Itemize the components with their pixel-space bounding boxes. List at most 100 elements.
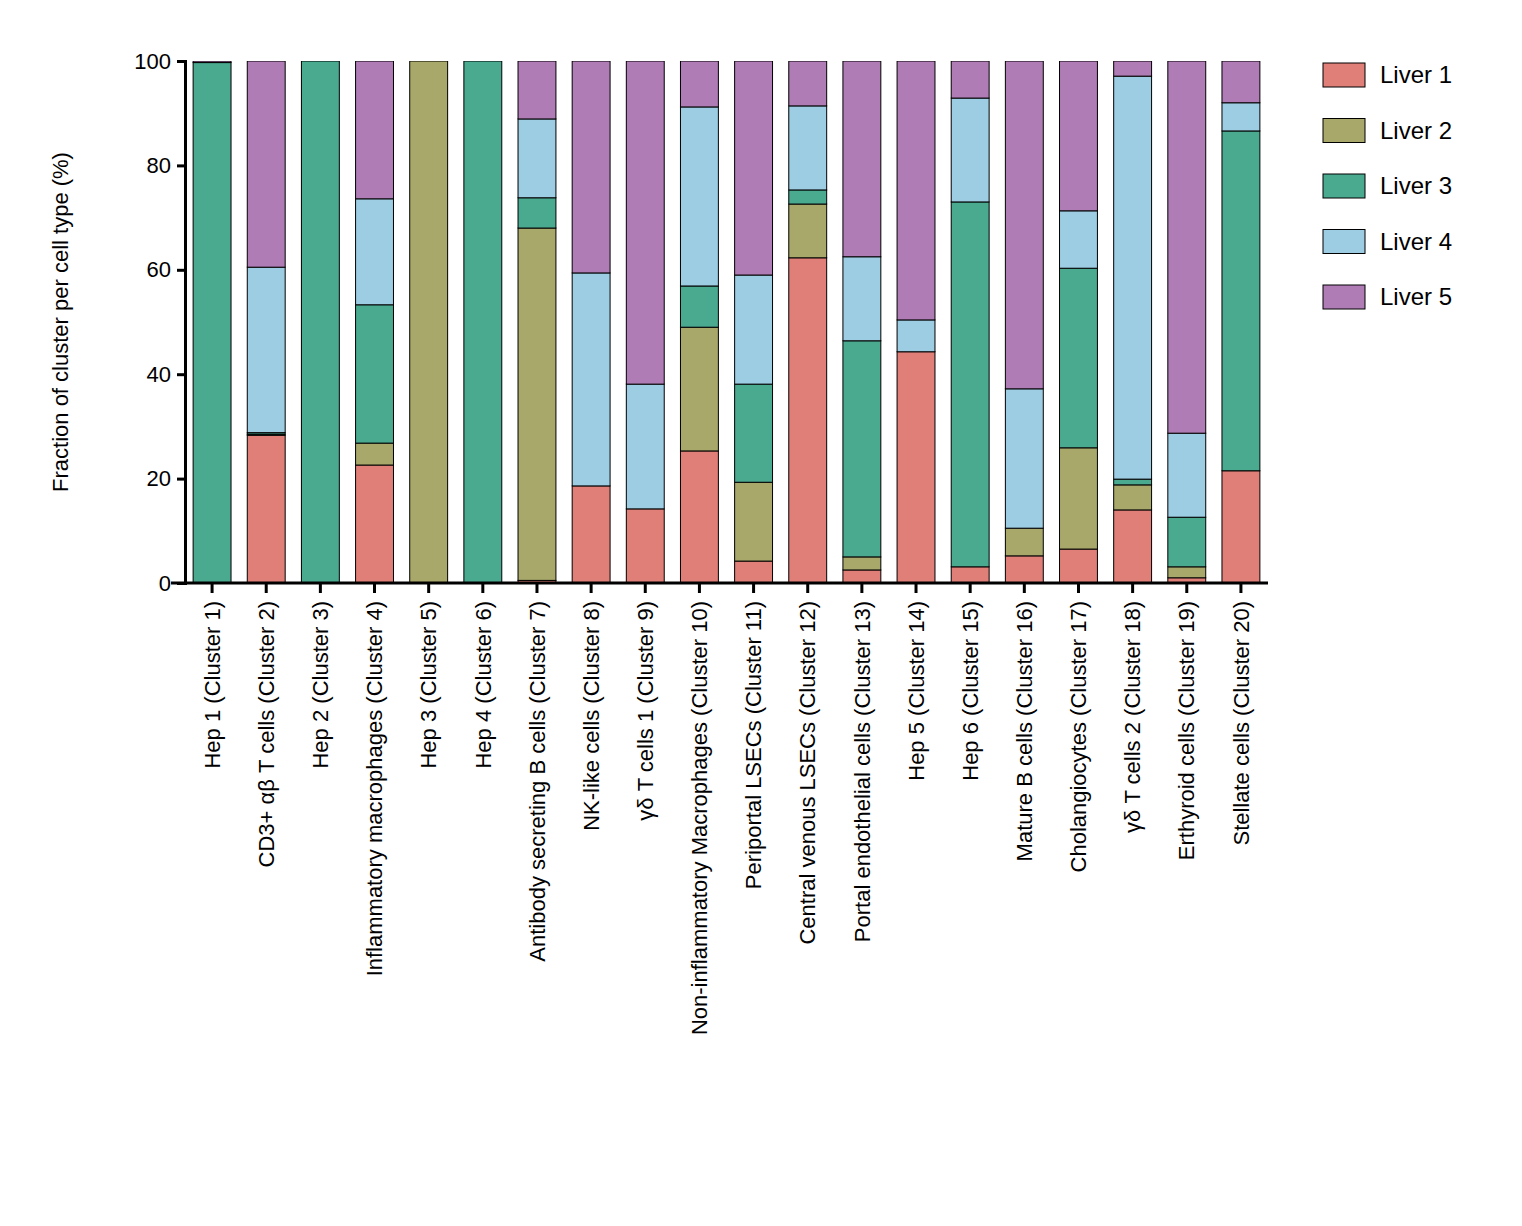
legend-swatch — [1323, 174, 1365, 198]
legend-swatch — [1323, 119, 1365, 143]
bar-segment — [464, 61, 502, 583]
x-tick-label: Hep 2 (Cluster 3) — [308, 601, 333, 769]
x-tick-label: γδ T cells 1 (Cluster 9) — [633, 601, 658, 821]
bar-segment — [1168, 517, 1206, 567]
bar-segment — [1005, 61, 1043, 389]
bar-segment — [301, 61, 339, 583]
x-tick-label: Non-inflammatory Macrophages (Cluster 10… — [687, 601, 712, 1035]
bars — [193, 61, 1260, 583]
bar-segment — [356, 465, 394, 583]
bar-segment — [518, 119, 556, 198]
bar-segment — [951, 98, 989, 202]
bar-segment — [1114, 485, 1152, 510]
bar-segment — [843, 570, 881, 583]
x-tick-mark — [644, 583, 647, 593]
x-tick-label: Hep 3 (Cluster 5) — [416, 601, 441, 769]
bar-segment — [247, 435, 285, 583]
bar-segment — [572, 273, 610, 486]
bar-segment — [410, 61, 448, 62]
bar-segment — [843, 341, 881, 557]
bar-segment — [735, 561, 773, 583]
bar-segment — [735, 384, 773, 482]
bar-segment — [897, 352, 935, 583]
bar-segment — [626, 61, 664, 384]
x-tick: Hep 6 (Cluster 15) — [958, 583, 983, 781]
bar-segment — [735, 275, 773, 384]
y-tick-label: 100 — [134, 49, 171, 74]
legend-swatch — [1323, 230, 1365, 254]
y-tick-mark — [177, 478, 185, 481]
x-tick-mark — [481, 583, 484, 593]
bar-segment — [301, 61, 339, 62]
bar-segment — [464, 61, 502, 62]
bar-segment — [464, 61, 502, 62]
legend-label: Liver 4 — [1380, 228, 1452, 255]
y-axis: 020406080100 — [134, 49, 185, 596]
bar-segment — [1168, 433, 1206, 517]
bar-segment — [951, 61, 989, 98]
bar-segment — [193, 61, 231, 63]
x-tick-mark — [319, 583, 322, 593]
x-tick: γδ T cells 2 (Cluster 18) — [1120, 583, 1145, 833]
y-tick: 60 — [147, 257, 185, 282]
x-tick-label: Stellate cells (Cluster 20) — [1229, 601, 1254, 846]
bar-segment — [735, 482, 773, 561]
bar-segment — [1005, 556, 1043, 583]
x-tick-label: Hep 1 (Cluster 1) — [200, 601, 225, 769]
bar-segment — [951, 567, 989, 583]
bar-segment — [626, 509, 664, 583]
bar-segment — [572, 486, 610, 583]
y-axis-title: Fraction of cluster per cell type (%) — [48, 152, 73, 492]
y-tick-label: 80 — [147, 153, 171, 178]
x-tick: Periportal LSECs (Cluster 11) — [741, 583, 766, 889]
y-tick-mark — [177, 373, 185, 376]
x-tick: Hep 2 (Cluster 3) — [308, 583, 333, 769]
bar-segment — [1005, 528, 1043, 556]
bar-segment — [680, 451, 718, 583]
x-tick-label: Hep 5 (Cluster 14) — [904, 601, 929, 781]
y-tick: 80 — [147, 153, 185, 178]
x-tick-mark — [806, 583, 809, 593]
x-tick-mark — [860, 583, 863, 593]
x-tick: Stellate cells (Cluster 20) — [1229, 583, 1254, 846]
bar-segment — [680, 61, 718, 107]
bar-segment — [897, 320, 935, 352]
bar-segment — [680, 327, 718, 451]
x-tick-mark — [969, 583, 972, 593]
x-tick-label: Cholangiocytes (Cluster 17) — [1066, 601, 1091, 872]
bar-segment — [518, 228, 556, 580]
bar-segment — [626, 384, 664, 509]
x-tick-mark — [427, 583, 430, 593]
x-tick-label: Periportal LSECs (Cluster 11) — [741, 601, 766, 889]
x-tick-label: Erthyroid cells (Cluster 19) — [1174, 601, 1199, 860]
x-tick-mark — [265, 583, 268, 593]
y-tick-label: 40 — [147, 362, 171, 387]
bar-segment — [518, 198, 556, 228]
bar-segment — [356, 305, 394, 443]
bar-segment — [1222, 61, 1260, 103]
x-tick-mark — [373, 583, 376, 593]
bar-segment — [410, 61, 448, 62]
x-tick: Antibody secreting B cells (Cluster 7) — [525, 583, 550, 962]
chart: 020406080100Hep 1 (Cluster 1)CD3+ αβ T c… — [0, 0, 1522, 1226]
bar-segment — [1168, 567, 1206, 578]
bar-segment — [356, 199, 394, 305]
bar-segment — [410, 61, 448, 583]
bar-segment — [1114, 510, 1152, 583]
x-tick-mark — [590, 583, 593, 593]
x-tick: Hep 1 (Cluster 1) — [200, 583, 225, 769]
bar-segment — [1005, 389, 1043, 528]
y-tick-label: 20 — [147, 466, 171, 491]
bar-segment — [789, 204, 827, 258]
x-tick-mark — [1077, 583, 1080, 593]
bar-segment — [680, 107, 718, 286]
bar-segment — [1168, 61, 1206, 433]
x-tick-label: Portal endothelial cells (Cluster 13) — [850, 601, 875, 942]
bar-segment — [1114, 479, 1152, 485]
bar-segment — [843, 257, 881, 341]
bar-segment — [301, 61, 339, 62]
bar-segment — [951, 202, 989, 567]
legend-label: Liver 2 — [1380, 117, 1452, 144]
bar-segment — [843, 61, 881, 257]
x-tick-label: Hep 6 (Cluster 15) — [958, 601, 983, 781]
